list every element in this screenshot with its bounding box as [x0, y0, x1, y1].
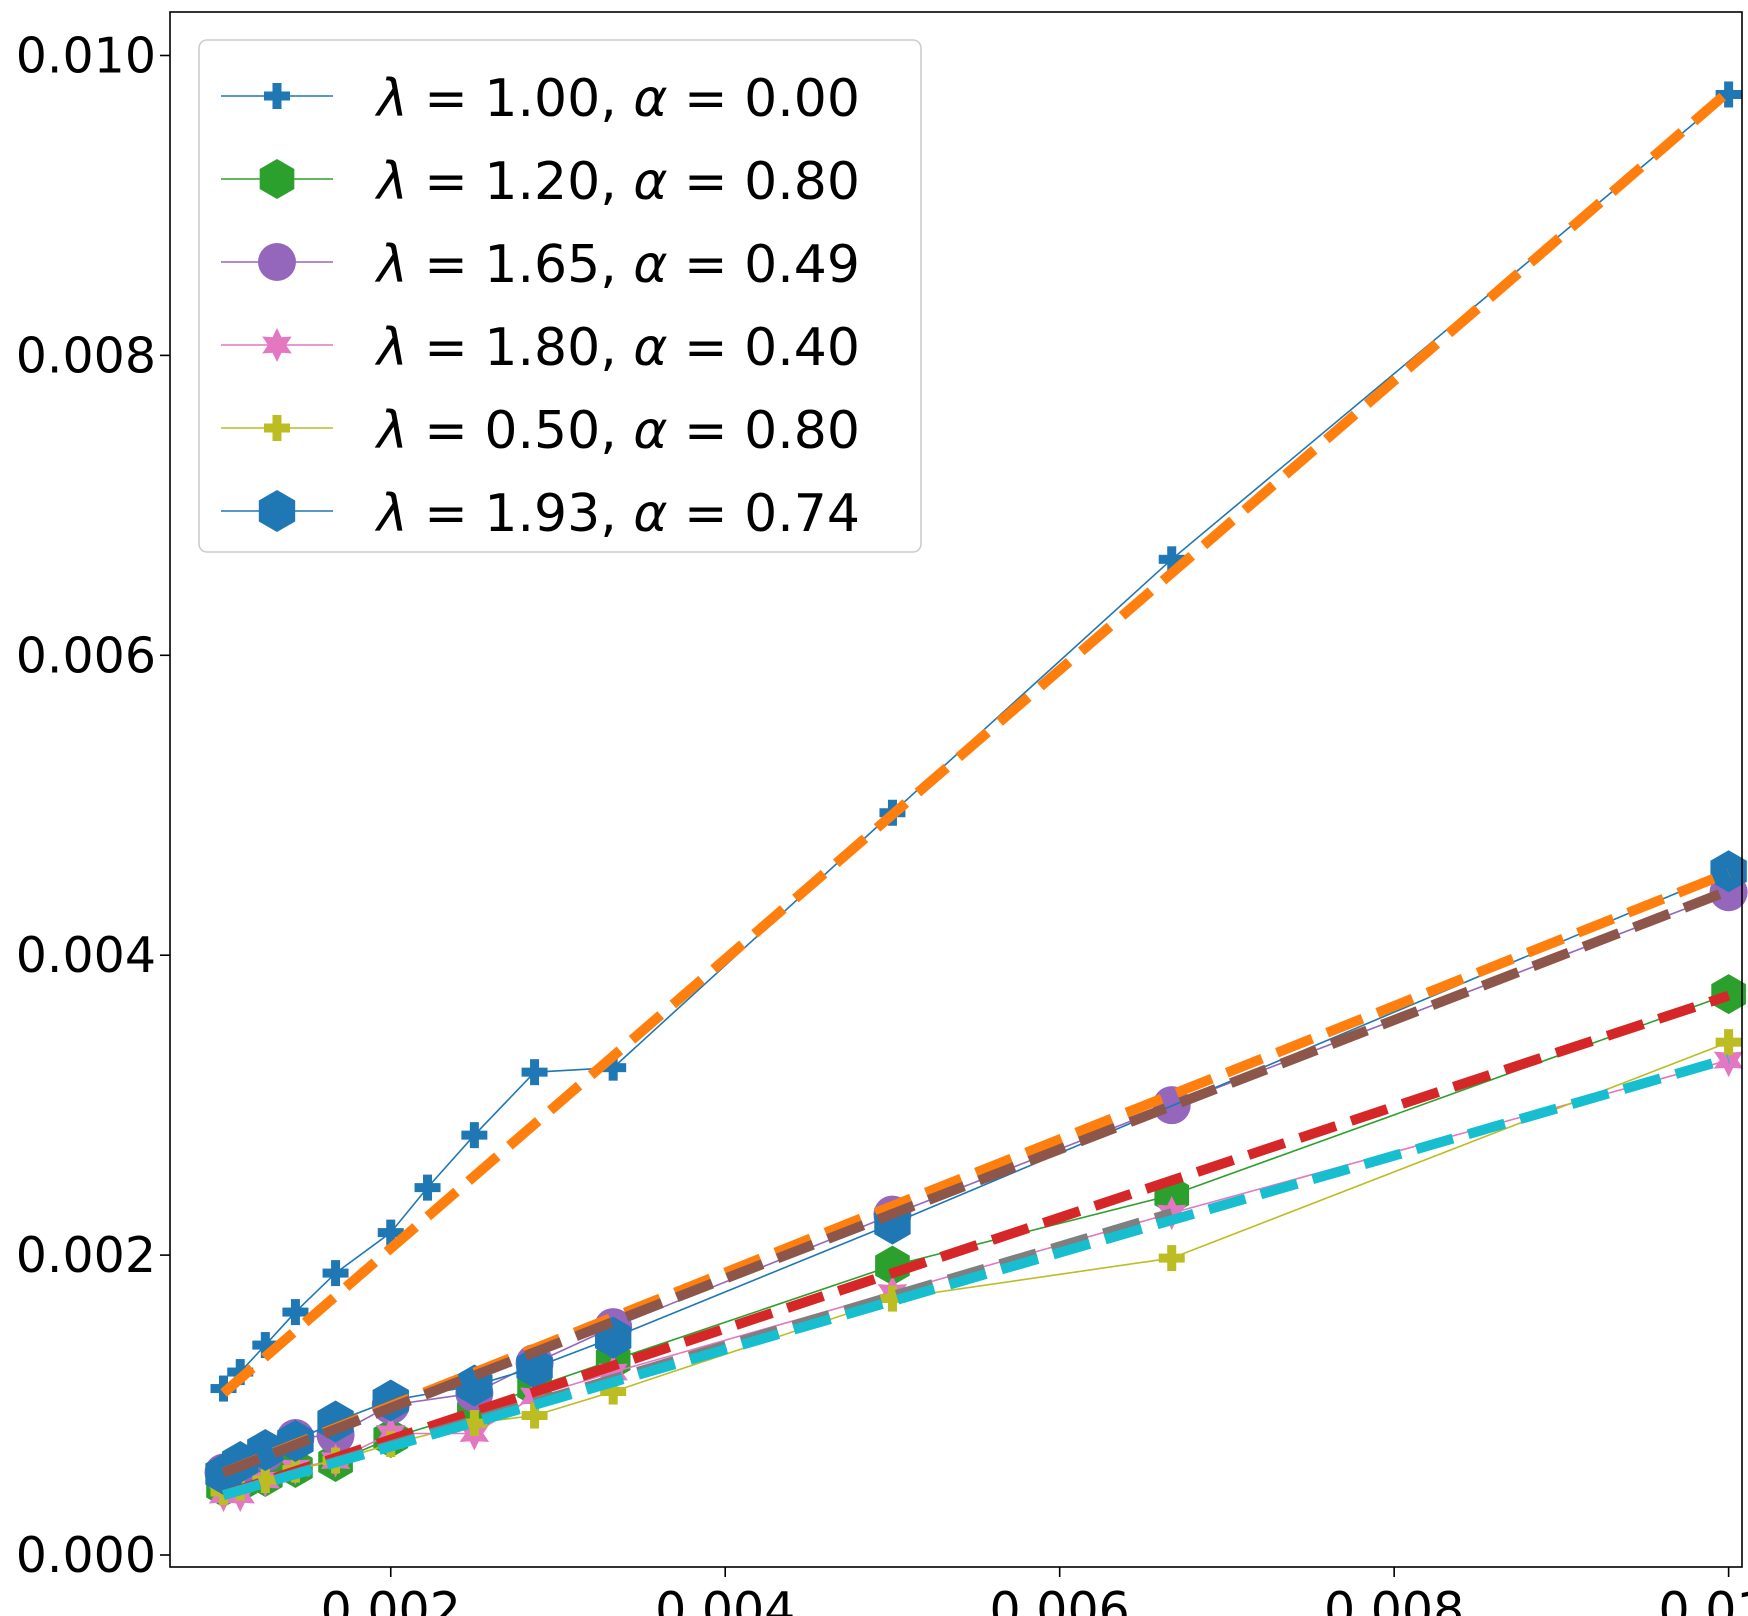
data-point [521, 1059, 548, 1086]
data-point [600, 1378, 627, 1405]
data-point [1710, 850, 1747, 893]
x-tick-label: 0.006 [990, 1582, 1130, 1616]
fit-line-4 [221, 990, 1731, 1500]
data-point [600, 1054, 627, 1081]
data-point [414, 1174, 441, 1201]
fit-line-1 [220, 87, 1732, 1397]
legend-marker [264, 415, 290, 441]
y-tick-label: 0.004 [16, 927, 156, 984]
plot-area-frame [169, 11, 1743, 1568]
y-tick-label: 0.008 [16, 327, 156, 384]
x-tick-label: 0.004 [655, 1582, 795, 1616]
y-tick-label: 0.000 [16, 1527, 156, 1584]
legend-marker [262, 328, 292, 362]
data-point [252, 1332, 279, 1359]
legend-box [198, 39, 922, 553]
legend-label: λ = 1.65, α = 0.49 [374, 235, 860, 295]
legend-label: λ = 1.00, α = 0.00 [374, 69, 860, 129]
legend-label: λ = 0.50, α = 0.80 [374, 401, 860, 461]
data-point [879, 1285, 906, 1312]
legend-item: λ = 1.80, α = 0.40 [221, 318, 860, 378]
data-point [598, 1355, 628, 1390]
legend-item: λ = 1.65, α = 0.49 [221, 235, 860, 295]
fit-line-6 [222, 1053, 1731, 1500]
data-point [1158, 1245, 1185, 1272]
y-tick-label: 0.002 [16, 1227, 156, 1284]
legend-marker [258, 243, 296, 281]
y-tick-label: 0.010 [16, 27, 156, 84]
data-point [516, 1346, 553, 1389]
x-tick-label: 0.008 [1324, 1582, 1464, 1616]
legend-item: λ = 0.50, α = 0.80 [221, 401, 860, 461]
data-point [461, 1410, 488, 1437]
legend: λ = 1.00, α = 0.00 λ = 1.20, α = 0.80 λ = … [198, 39, 922, 553]
data-point [521, 1402, 548, 1429]
legend-label: λ = 1.93, α = 0.74 [374, 484, 860, 544]
x-tick-label: 0.002 [321, 1582, 461, 1616]
y-axis: 0.000 0.002 0.004 0.006 0.008 0.010 [16, 27, 170, 1584]
fit-lines [220, 87, 1732, 1500]
legend-label: λ = 1.80, α = 0.40 [374, 318, 860, 378]
data-point [1715, 1029, 1742, 1056]
legend-label: λ = 1.20, α = 0.80 [374, 152, 860, 212]
data-point [282, 1299, 309, 1326]
data-point [461, 1122, 488, 1149]
legend-item: λ = 1.00, α = 0.00 [221, 69, 860, 129]
data-point [322, 1260, 349, 1287]
series-line [223, 993, 1729, 1489]
x-axis: 0.002 0.004 0.006 0.008 0.010 [321, 1567, 1748, 1616]
y-tick-label: 0.006 [16, 627, 156, 684]
legend-item: λ = 1.20, α = 0.80 [221, 152, 860, 212]
data-point [252, 1467, 279, 1494]
data-point [377, 1219, 404, 1246]
data-point [1711, 974, 1746, 1015]
legend-marker [258, 490, 296, 532]
data-point [1158, 546, 1185, 573]
legend-item: λ = 1.93, α = 0.74 [221, 484, 860, 544]
legend-marker [259, 159, 295, 199]
series-3 [204, 873, 1748, 1492]
legend-marker [264, 83, 290, 109]
data-point [875, 1245, 910, 1286]
data-point [1715, 81, 1742, 108]
x-tick-label: 0.010 [1658, 1582, 1748, 1616]
